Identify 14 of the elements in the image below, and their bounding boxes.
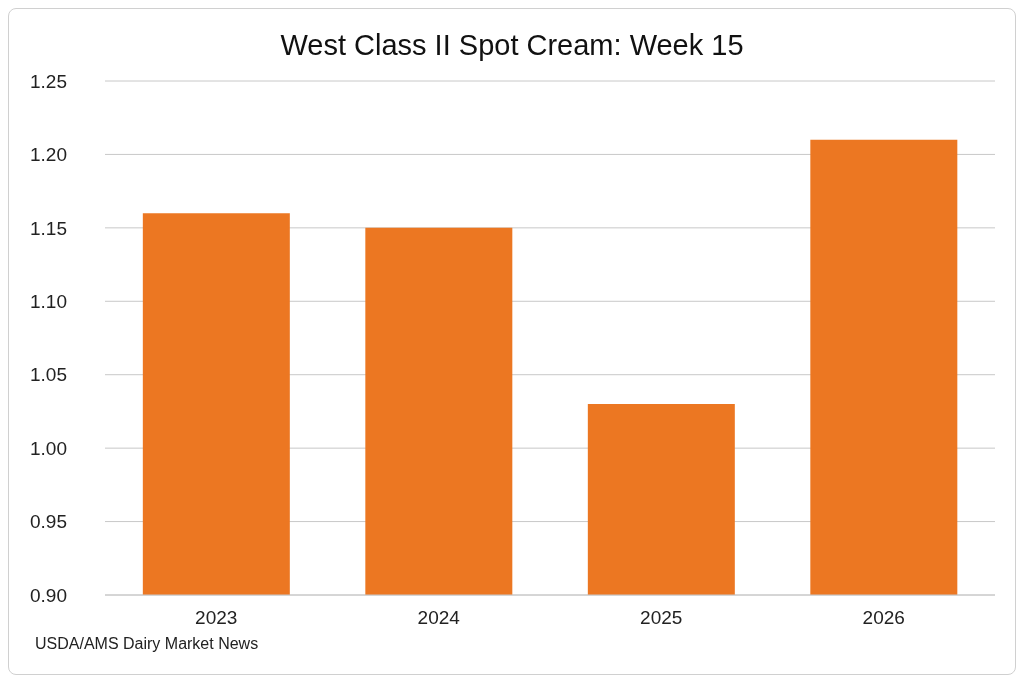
y-tick-label: 1.20 [30, 144, 67, 166]
y-tick-label: 1.15 [30, 217, 67, 239]
y-tick-label: 1.05 [30, 364, 67, 386]
y-tick-label: 1.25 [30, 70, 67, 92]
x-tick-label: 2025 [640, 607, 683, 629]
x-tick-label: 2023 [195, 607, 238, 629]
y-tick-label: 1.00 [30, 437, 67, 459]
y-tick-label: 0.95 [30, 511, 67, 533]
x-tick-label: 2024 [417, 607, 461, 629]
y-tick-label: 0.90 [30, 584, 67, 606]
y-tick-label: 1.10 [30, 291, 67, 313]
chart-title: West Class II Spot Cream: Week 15 [279, 29, 745, 62]
x-tick-label: 2026 [862, 607, 905, 629]
text: USDA/AMS Dairy Market News [35, 635, 259, 653]
